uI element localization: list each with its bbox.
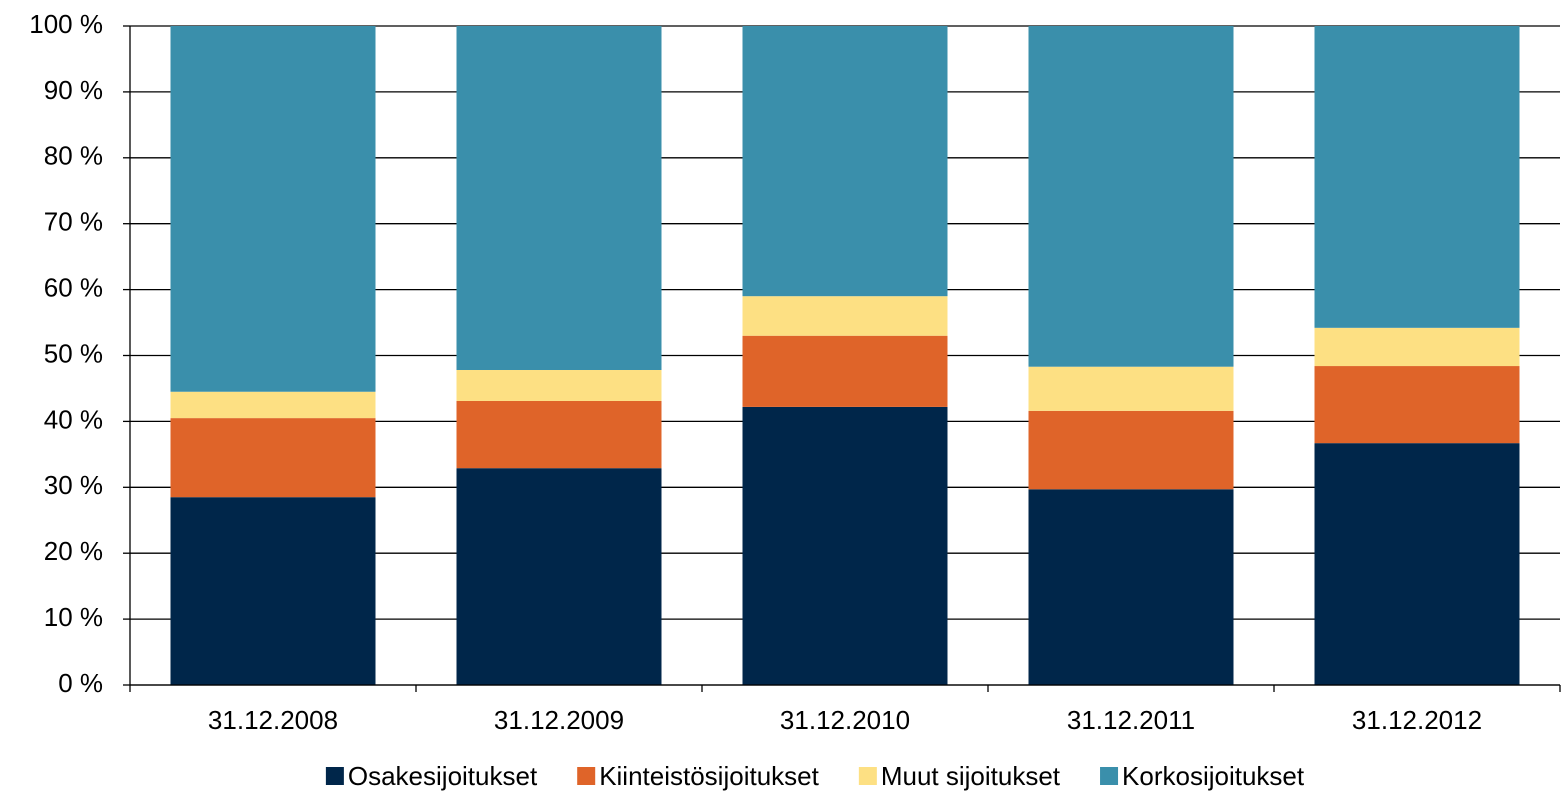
legend-swatch [577, 767, 596, 785]
bar-segment [170, 497, 376, 685]
bar-segment [456, 369, 662, 401]
y-tick-label: 30 % [44, 470, 103, 500]
y-tick-label: 60 % [44, 272, 103, 302]
x-tick-label: 31.12.2008 [208, 705, 338, 735]
y-tick-label: 50 % [44, 338, 103, 368]
x-tick-label: 31.12.2012 [1352, 705, 1482, 735]
bar-segment [742, 296, 948, 336]
bar-segment [1314, 443, 1520, 685]
bar-segment [456, 26, 662, 370]
legend-label: Osakesijoitukset [348, 761, 538, 791]
y-tick-label: 0 % [58, 668, 103, 698]
x-tick-label: 31.12.2011 [1067, 705, 1195, 735]
bar-segment [742, 335, 948, 407]
x-tick-label: 31.12.2010 [780, 705, 910, 735]
legend-label: Kiinteistösijoitukset [599, 761, 819, 791]
bar-segment [456, 468, 662, 685]
bar-segment [1314, 26, 1520, 328]
bar-segment [456, 400, 662, 469]
y-tick-label: 70 % [44, 207, 103, 237]
y-tick-label: 10 % [44, 602, 103, 632]
legend-label: Korkosijoitukset [1122, 761, 1305, 791]
bar-segment [1028, 489, 1234, 685]
x-tick-label: 31.12.2009 [494, 705, 624, 735]
bar-segment [1314, 327, 1520, 367]
bar-segment [170, 26, 376, 392]
bar-segment [1028, 410, 1234, 490]
bar-segment [170, 391, 376, 419]
bar-segment [170, 418, 376, 498]
bar-segment [1028, 26, 1234, 367]
y-tick-label: 80 % [44, 141, 103, 171]
bar-segment [1314, 366, 1520, 444]
bar-segment [742, 26, 948, 297]
legend-label: Muut sijoitukset [881, 761, 1061, 791]
y-tick-label: 40 % [44, 404, 103, 434]
legend-swatch [1100, 767, 1119, 785]
legend-swatch [858, 767, 877, 785]
y-tick-label: 20 % [44, 536, 103, 566]
y-tick-label: 100 % [29, 9, 103, 39]
y-tick-label: 90 % [44, 75, 103, 105]
bar-segment [1028, 366, 1234, 411]
legend-swatch [325, 767, 344, 785]
bar-segment [742, 406, 948, 685]
